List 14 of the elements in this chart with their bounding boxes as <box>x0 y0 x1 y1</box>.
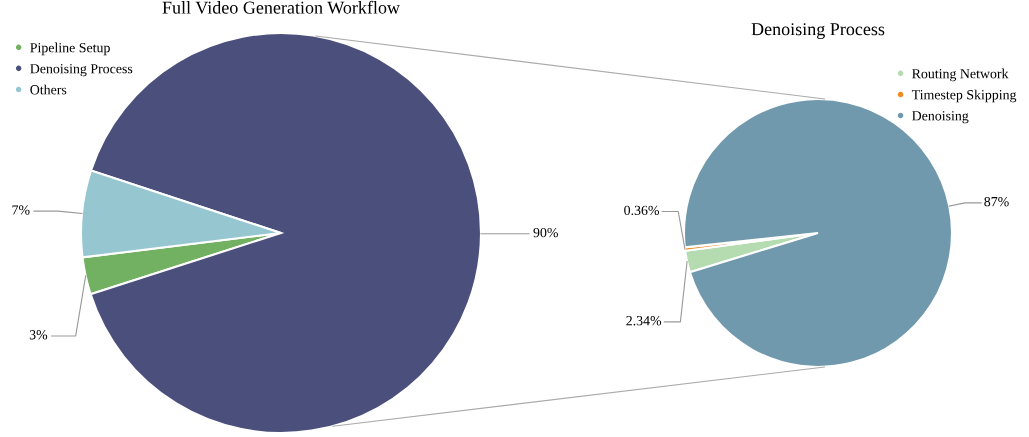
legend-label: Denoising <box>912 111 969 124</box>
data-label: 2.34% <box>626 315 662 326</box>
data-label: 87% <box>984 196 1009 207</box>
data-label: 7% <box>12 205 30 215</box>
data-label: 0.36% <box>624 205 660 216</box>
legend-label: Others <box>30 84 67 95</box>
legend-label: Denoising Process <box>30 64 133 77</box>
data-label: 90% <box>533 227 558 238</box>
data-label: 3% <box>29 330 48 340</box>
chart-title: Full Video Generation Workflow <box>162 0 400 14</box>
legend-label: Timestep Skipping <box>911 89 1017 103</box>
legend-label: Pipeline Setup <box>30 42 110 56</box>
legend-label: Routing Network <box>912 68 1009 82</box>
chart-title: Denoising Process <box>751 23 885 40</box>
